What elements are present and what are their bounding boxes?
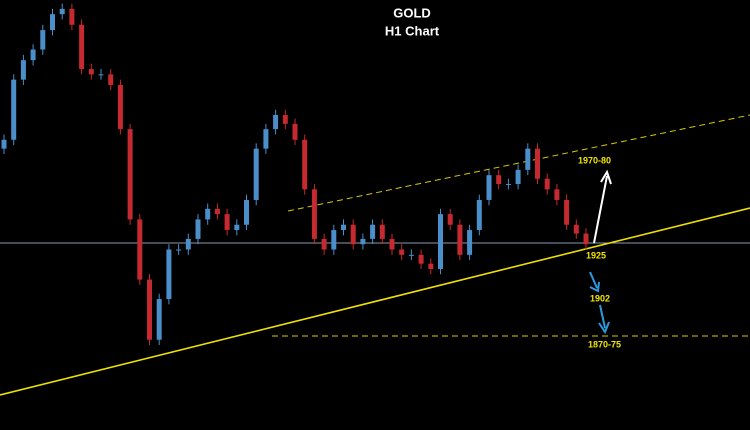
candle-body (98, 74, 104, 76)
candle-body (302, 139, 308, 190)
candle-body (40, 30, 46, 50)
candle-body (224, 214, 230, 231)
arrows (589, 169, 612, 335)
candle-body (505, 184, 511, 186)
candle-body (273, 115, 279, 130)
candle-body (176, 249, 182, 251)
candle-body (535, 148, 540, 179)
candle-body (447, 214, 453, 225)
candle-body (331, 230, 337, 250)
candle-body (30, 49, 36, 61)
candle-body (69, 8, 75, 25)
arrow-down (589, 271, 600, 293)
candle-body (88, 69, 94, 75)
channel-line (287, 114, 750, 212)
annotation: 1970-80 (578, 155, 611, 165)
candle-body (360, 238, 366, 245)
candle-body (370, 224, 376, 239)
candle-body (457, 224, 463, 255)
candle-body (564, 199, 570, 225)
candle-body (108, 74, 114, 85)
candle-body (428, 263, 434, 269)
annotation: 1902 (590, 293, 610, 303)
candle-body (79, 24, 85, 70)
candle-body (438, 214, 443, 269)
candle-body (525, 148, 531, 170)
candle-body (389, 238, 395, 250)
candle-body (20, 60, 26, 80)
candle-body (476, 199, 482, 231)
chart-title: GOLD (393, 5, 431, 20)
candle-body (554, 189, 560, 200)
candle-body (583, 233, 589, 245)
candle-body (350, 224, 356, 245)
candle-body (321, 238, 327, 250)
candles (1, 3, 589, 346)
candle-body (234, 224, 240, 231)
candle-body (292, 123, 298, 140)
candle-body (399, 249, 405, 255)
arrow-up (593, 169, 612, 244)
candle-body (467, 230, 473, 255)
candle-body (573, 224, 579, 234)
candle-body (379, 224, 385, 239)
candle-body (195, 219, 201, 239)
candle-body (185, 238, 191, 250)
candle-body (137, 219, 143, 280)
candle-body (147, 279, 152, 340)
candle-body (127, 129, 133, 220)
candle-body (244, 199, 249, 225)
candle-body (1, 139, 7, 149)
chart-subtitle: H1 Chart (385, 23, 440, 38)
candle-body (253, 148, 259, 200)
candle-body (418, 254, 424, 264)
trend-line (0, 207, 750, 396)
candle-body (59, 8, 65, 15)
annotation: 1925 (586, 250, 606, 260)
candle-body (117, 84, 123, 130)
candle-body (263, 129, 269, 149)
candle-body (205, 208, 211, 220)
candle-body (486, 175, 492, 200)
annotation: 1870-75 (588, 339, 621, 349)
candle-body (166, 249, 172, 300)
candle-body (496, 175, 502, 185)
candle-body (214, 208, 220, 215)
candle-body (515, 169, 521, 185)
candle-body (408, 254, 414, 256)
arrow-down (598, 304, 610, 335)
candle-body (50, 14, 55, 31)
candle-body (156, 299, 162, 340)
candle-body (311, 189, 317, 239)
candle-body (341, 224, 346, 231)
candle-body (11, 79, 17, 140)
candle-body (282, 115, 288, 124)
candle-body (544, 178, 550, 190)
